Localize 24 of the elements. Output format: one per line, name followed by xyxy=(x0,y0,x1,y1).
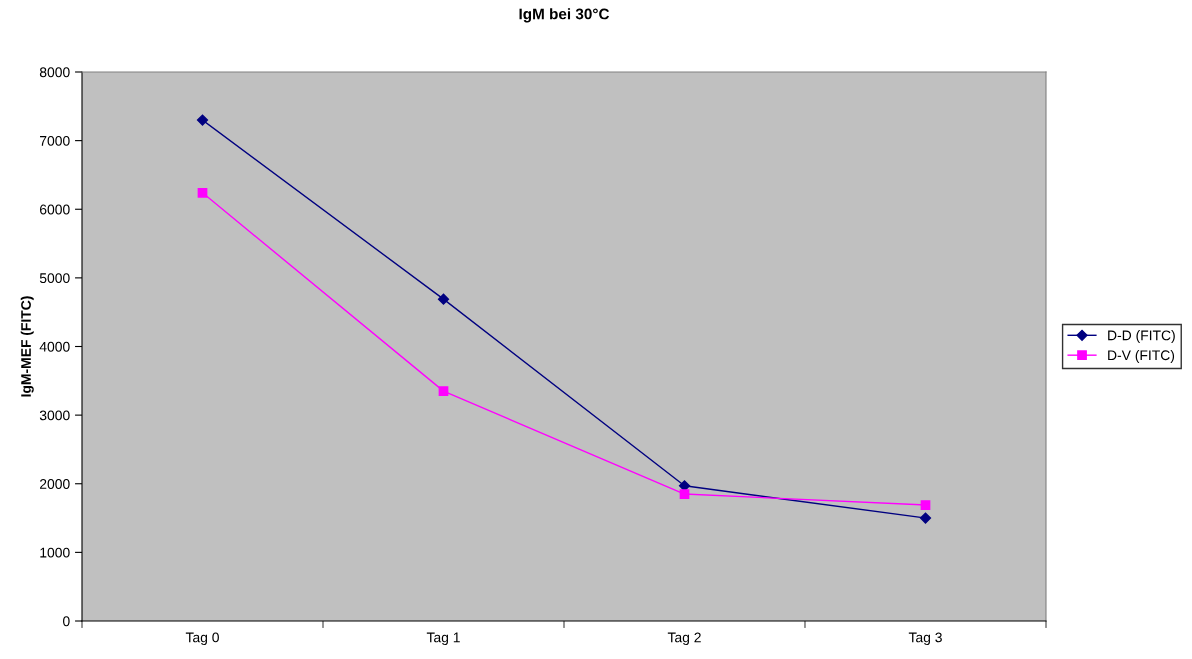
y-axis-title: IgM-MEF (FITC) xyxy=(20,296,34,397)
legend-label: D-V (FITC) xyxy=(1108,349,1175,363)
y-tick-label: 6000 xyxy=(40,204,70,215)
y-tick-label: 7000 xyxy=(40,135,70,146)
y-tick-label: 4000 xyxy=(39,341,70,352)
point xyxy=(920,500,931,510)
x-tick-label: Tag 3 xyxy=(908,632,942,646)
point xyxy=(679,489,690,499)
x-tick-label: Tag 0 xyxy=(185,632,219,646)
point xyxy=(437,293,450,305)
point xyxy=(197,187,208,198)
point xyxy=(438,386,449,396)
y-tick-label: 1000 xyxy=(40,547,70,558)
y-tick-label: 5000 xyxy=(39,273,70,284)
legend-label: D-D (FITC) xyxy=(1108,330,1175,344)
x-tick-label: Tag 1 xyxy=(426,632,460,646)
chart-title: IgM bei 30°C xyxy=(519,8,610,23)
point xyxy=(919,512,932,524)
point xyxy=(196,114,209,126)
y-tick-label: 2000 xyxy=(40,479,70,489)
y-tick-label: 3000 xyxy=(39,410,70,421)
x-tick-label: Tag 2 xyxy=(667,632,701,646)
y-tick-label: 8000 xyxy=(39,67,70,78)
y-tick-label: 0 xyxy=(63,616,70,627)
